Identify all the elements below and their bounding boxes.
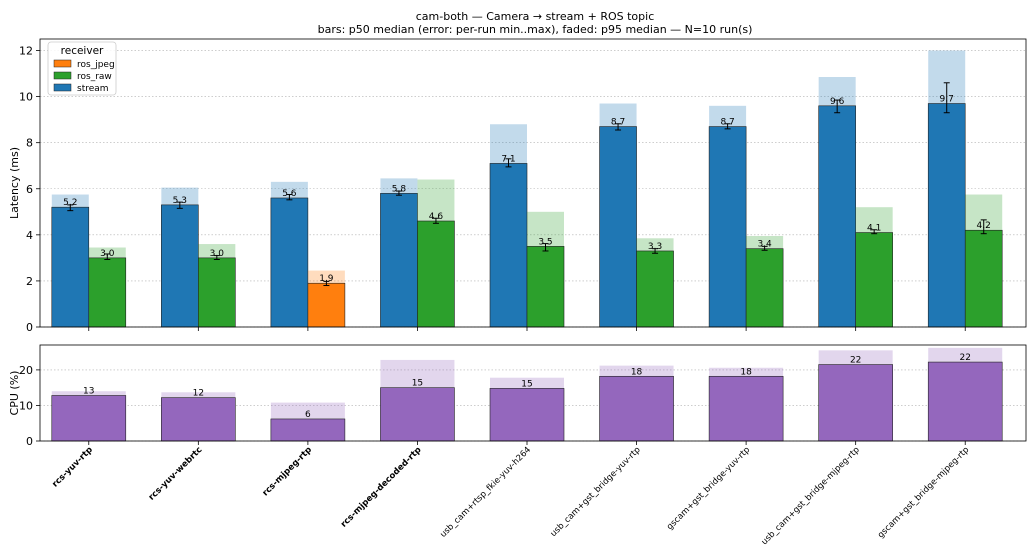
- cpu-ytick-label: 0: [26, 435, 33, 448]
- ros_jpeg-data-label: 1.9: [319, 274, 334, 284]
- stream-p50-bar: [708, 126, 747, 328]
- stream-data-label: 9.7: [940, 95, 954, 105]
- latency-ytick-label: 0: [26, 321, 33, 334]
- legend-box: [47, 41, 117, 96]
- ros_raw-data-label: 4.6: [429, 212, 444, 222]
- chart-subtitle: bars: p50 median (error: per-run min..ma…: [318, 23, 753, 36]
- latency-frame: [39, 38, 1027, 328]
- cpu-ylabel: CPU (%): [8, 371, 21, 416]
- stream-p50-bar: [161, 204, 199, 328]
- cpu-p50-bar: [161, 397, 236, 442]
- category-label: usb_cam+gst_bridge-mjpeg-rtp: [760, 445, 862, 547]
- cpu-data-label: 22: [850, 356, 861, 366]
- legend-label-ros_raw: ros_raw: [77, 72, 112, 82]
- stream-p50-bar: [818, 105, 856, 328]
- ros_raw-p50-bar: [88, 257, 127, 328]
- legend-swatch-ros_jpeg: [53, 59, 72, 68]
- cpu-data-label: 12: [193, 389, 204, 399]
- stream-data-label: 5.3: [173, 196, 187, 206]
- ros_raw-p50-bar: [636, 250, 674, 328]
- stream-data-label: 8.7: [611, 118, 625, 128]
- cpu-p50-bar: [818, 364, 893, 442]
- cpu-data-label: 18: [740, 367, 752, 377]
- category-labels: rcs-yuv-rtp rcs-yuv-webrtc rcs-mjpeg-rtp rc…: [50, 445, 971, 547]
- cpu-p50-bar: [270, 418, 346, 442]
- latency-ytick-label: 8: [26, 137, 33, 150]
- stream-data-label: 5.2: [63, 198, 77, 208]
- category-label: rcs-yuv-rtp: [50, 445, 94, 489]
- cpu-data-label: 6: [305, 410, 311, 420]
- latency-ytick-label: 6: [26, 183, 33, 196]
- stream-data-label: 7.1: [501, 154, 515, 164]
- ros_raw-data-label: 3.5: [538, 237, 552, 247]
- legend-label-stream: stream: [77, 84, 109, 94]
- category-label: gscam+gst_bridge-mjpeg-rtp: [876, 445, 971, 540]
- cpu-data-label: 13: [83, 386, 94, 396]
- category-label: gscam+gst_bridge-yuv-rtp: [665, 445, 752, 532]
- cpu-frame: [39, 344, 1027, 442]
- ros_raw-data-label: 4.2: [977, 221, 991, 231]
- cpu-ytick-label: 10: [19, 399, 33, 412]
- ros_raw-p50-bar: [198, 257, 236, 328]
- category-label: usb_cam+gst_bridge-yuv-rtp: [549, 445, 643, 539]
- stream-p50-bar: [489, 163, 528, 328]
- ros_raw-data-label: 3.4: [757, 240, 772, 250]
- ros_raw-data-label: 3.0: [210, 249, 225, 259]
- ros_raw-p50-bar: [417, 220, 455, 328]
- ros_raw-data-label: 3.3: [648, 242, 662, 252]
- latency-ylabel: Latency (ms): [8, 147, 21, 219]
- cpu-p50-bar: [380, 387, 455, 442]
- cpu-p50-bar: [927, 361, 1003, 442]
- stream-p50-bar: [380, 193, 418, 328]
- legend-swatch-stream: [53, 83, 72, 92]
- ros_raw-data-label: 4.1: [867, 224, 881, 234]
- latency-ytick-label: 2: [26, 275, 33, 288]
- category-label: rcs-yuv-webrtc: [147, 445, 205, 503]
- ros_raw-data-label: 3.0: [100, 249, 115, 259]
- legend-label-ros_jpeg: ros_jpeg: [77, 60, 115, 70]
- category-label: rcs-mjpeg-rtp: [261, 445, 314, 498]
- latency-ytick-label: 10: [19, 91, 33, 104]
- cpu-p50-bar: [489, 388, 565, 442]
- latency-ytick-label: 12: [19, 45, 33, 58]
- cpu-p50-bar: [708, 375, 784, 442]
- stream-data-label: 8.7: [720, 118, 734, 128]
- stream-p50-bar: [599, 126, 637, 328]
- stream-p50-bar: [927, 103, 966, 328]
- ros_raw-p50-bar: [964, 229, 1003, 328]
- latency-ytick-label: 4: [26, 229, 33, 242]
- legend-swatch-ros_raw: [53, 71, 72, 80]
- stream-data-label: 9.6: [830, 97, 845, 107]
- cpu-data-label: 18: [631, 367, 643, 377]
- ros_raw-p50-bar: [855, 232, 893, 328]
- ros_raw-p50-bar: [526, 246, 565, 328]
- cpu-data-label: 15: [412, 379, 423, 389]
- stream-p50-bar: [51, 206, 90, 328]
- cpu-data-label: 15: [521, 379, 532, 389]
- category-label: rcs-mjpeg-decoded-rtp: [339, 445, 424, 530]
- ros_jpeg-p50-bar: [307, 282, 346, 328]
- cpu-p50-bar: [51, 395, 127, 442]
- chart-title: cam-both — Camera → stream + ROS topic: [416, 10, 655, 23]
- stream-data-label: 5.6: [282, 189, 297, 199]
- stream-data-label: 5.8: [392, 184, 407, 194]
- cpu-data-label: 22: [959, 353, 970, 363]
- category-label: usb_cam+rtsp_fkie-yuv-h264: [438, 445, 533, 540]
- cpu-p50-bar: [599, 375, 674, 442]
- stream-p50-bar: [270, 197, 309, 328]
- ros_raw-p50-bar: [745, 248, 784, 328]
- cpu-ytick-label: 20: [19, 364, 33, 377]
- legend-title: receiver: [61, 45, 104, 57]
- latency-panel: 0 2 4 6 8 10 12 Latency (ms) 5.2 5.3 5.6 5.8 7.1 8.7 8…: [8, 38, 1027, 334]
